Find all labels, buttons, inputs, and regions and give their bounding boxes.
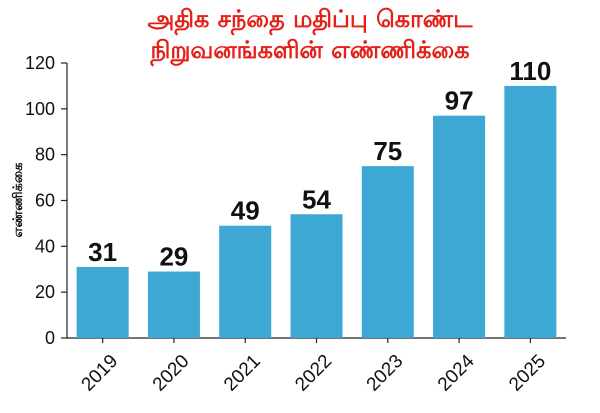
- y-axis: 0 20 40 60 80 100 120: [25, 53, 68, 348]
- bar-2020: [147, 271, 200, 338]
- x-tick-label-2023: 2023: [363, 351, 408, 396]
- chart-title-line-2: நிறுவனங்களின் எண்ணிக்கை: [150, 36, 470, 64]
- bar-2024: [433, 115, 486, 338]
- bar-2022: [290, 214, 343, 338]
- x-tick-label-2024: 2024: [434, 350, 479, 395]
- y-tick-label: 80: [35, 145, 55, 165]
- bar-2025: [504, 85, 557, 339]
- bar-2023: [361, 166, 414, 338]
- data-label-2021: 49: [231, 196, 260, 226]
- x-tick-label-2020: 2020: [149, 351, 194, 396]
- bar-2019: [76, 266, 129, 338]
- x-tick-label-2019: 2019: [78, 351, 123, 396]
- x-tick-label-2025: 2025: [505, 351, 550, 396]
- data-label-2023: 75: [373, 136, 402, 166]
- chart-title: அதிக சந்தை மதிப்பு கொண்ட நிறுவனங்களின் எ…: [60, 4, 560, 66]
- y-tick-label: 40: [35, 236, 55, 256]
- data-label-2024: 97: [445, 86, 474, 116]
- y-tick-label: 0: [45, 328, 55, 348]
- y-tick-label: 100: [25, 99, 55, 119]
- y-axis-title: எண்ணிக்கை: [11, 162, 26, 238]
- bars: [76, 85, 557, 339]
- data-label-2020: 29: [159, 242, 188, 272]
- data-label-2025: 110: [509, 56, 551, 86]
- y-tick-label: 60: [35, 191, 55, 211]
- y-tick-label: 120: [25, 53, 55, 73]
- bar-2021: [219, 225, 272, 338]
- data-labels: 31 29 49 54 75 97 110: [88, 56, 551, 272]
- chart-title-line-1: அதிக சந்தை மதிப்பு கொண்ட: [147, 5, 473, 33]
- x-tick-label-2021: 2021: [220, 351, 265, 396]
- y-tick-label: 20: [35, 282, 55, 302]
- data-label-2022: 54: [302, 184, 331, 214]
- data-label-2019: 31: [88, 237, 117, 267]
- x-axis: 2019 2020 2021 2022 2023 2024 2025: [67, 337, 566, 396]
- x-tick-label-2022: 2022: [291, 351, 336, 396]
